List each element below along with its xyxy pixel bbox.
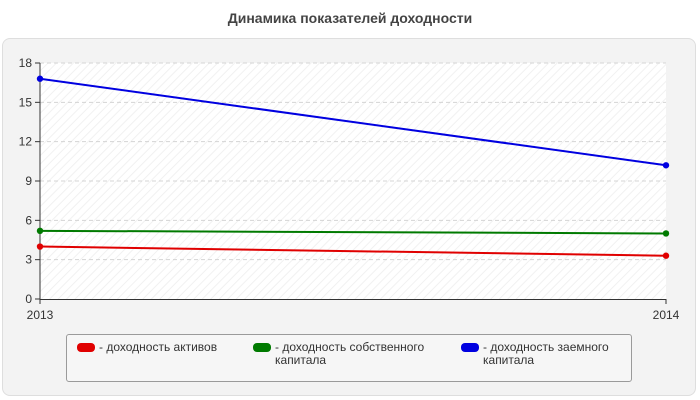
grid-lines (40, 62, 666, 261)
x-tick-label: 2013 (27, 308, 54, 322)
legend-item-assets: - доходность активов (77, 341, 237, 354)
series-line-2 (39, 77, 667, 167)
data-point (662, 252, 670, 259)
x-tick-labels: 2013 2014 (27, 299, 680, 322)
series-line-1 (39, 229, 667, 235)
data-point (36, 75, 44, 82)
y-tick-label: 15 (19, 95, 33, 109)
data-point (36, 243, 44, 250)
legend-label-assets: - доходность активов (99, 340, 218, 354)
y-tick-label: 9 (25, 174, 32, 188)
chart-title: Динамика показателей доходности (227, 10, 473, 26)
legend-label-debt: - доходность заемного капитала (483, 340, 609, 367)
legend: - доходность активов - доходность собств… (66, 334, 632, 382)
data-point (662, 162, 670, 169)
y-tick-labels: 0 3 6 9 12 15 18 (19, 56, 40, 306)
y-tick-label: 3 (25, 253, 32, 267)
x-tick-label: 2014 (653, 308, 680, 322)
legend-item-equity: - доходность собственного капитала (253, 341, 449, 367)
data-point (662, 230, 670, 237)
legend-swatch-equity (253, 343, 271, 352)
legend-label-equity: - доходность собственного капитала (275, 340, 425, 367)
legend-item-debt: - доходность заемного капитала (461, 341, 631, 367)
y-tick-label: 0 (25, 292, 32, 306)
data-point (36, 227, 44, 235)
series-line-0 (39, 245, 667, 257)
legend-swatch-debt (461, 343, 479, 352)
y-tick-label: 18 (19, 56, 33, 70)
legend-swatch-assets (77, 343, 95, 352)
series-lines (36, 75, 670, 259)
y-tick-label: 12 (19, 135, 33, 149)
y-tick-label: 6 (25, 213, 32, 227)
